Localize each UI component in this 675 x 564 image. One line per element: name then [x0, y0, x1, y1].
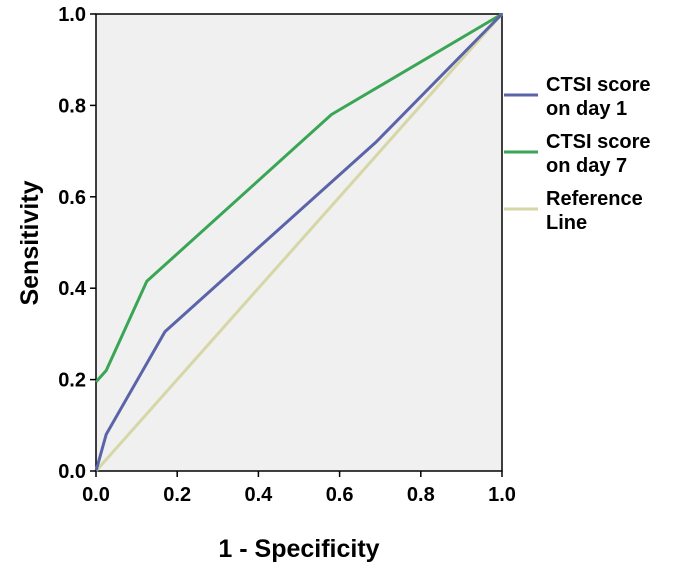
y-tick-label: 0.6 [58, 187, 86, 209]
x-tick-label: 0.8 [407, 484, 435, 506]
legend-label-1: on day 7 [546, 155, 627, 177]
x-tick-label: 1.0 [488, 484, 516, 506]
series-line-2 [94, 13, 504, 472]
legend-label-2: Reference [546, 188, 643, 210]
y-axis-title: Sensitivity [16, 180, 44, 305]
y-tick-label: 1.0 [58, 4, 86, 26]
x-tick-label: 0.2 [163, 484, 191, 506]
legend-label-1: CTSI score [546, 131, 650, 153]
legend-label-2: Line [546, 212, 587, 234]
y-tick-label: 0.0 [58, 461, 86, 483]
series-line-1 [94, 12, 503, 383]
legend-label-0: CTSI score [546, 74, 650, 96]
tick-layer: 0.0 0.2 0.4 0.6 0.8 1.0 0.0 0.2 0.4 0.6 0.8 1.0 [58, 4, 516, 506]
series-layer [94, 12, 504, 472]
x-axis-title: 1 - Specificity [218, 535, 379, 563]
legend-label-0: on day 1 [546, 98, 627, 120]
x-tick-label: 0.0 [82, 484, 110, 506]
series-line-0 [94, 12, 504, 472]
y-tick-label: 0.2 [58, 370, 86, 392]
x-tick-label: 0.4 [244, 484, 273, 506]
y-tick-label: 0.8 [58, 95, 86, 117]
x-tick-label: 0.6 [326, 484, 354, 506]
y-tick-label: 0.4 [58, 278, 87, 300]
